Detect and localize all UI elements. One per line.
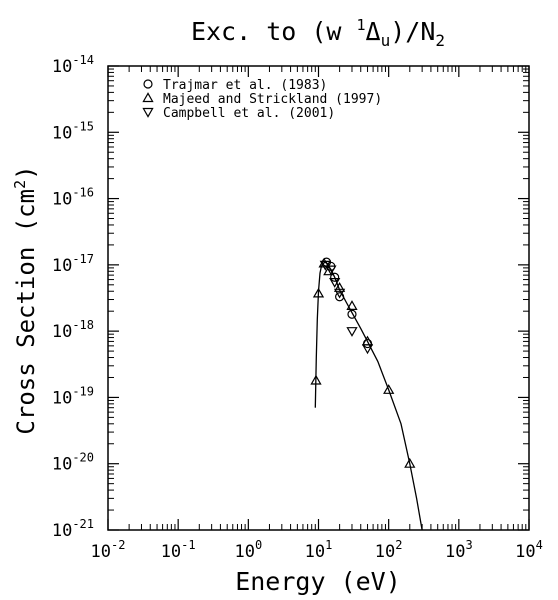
legend-marker-circle	[143, 79, 153, 89]
axis-ticks	[107, 65, 530, 531]
x-tick-label: 100	[234, 538, 262, 562]
legend-label: Majeed and Strickland (1997)	[163, 92, 382, 107]
y-tick-label: 10-18	[52, 318, 94, 342]
data-point-triangle-down	[361, 344, 374, 355]
legend-label: Trajmar et al. (1983)	[163, 78, 327, 93]
x-tick-label: 10-2	[91, 538, 126, 562]
data-points	[310, 257, 416, 468]
legend-label: Campbell et al. (2001)	[163, 106, 335, 121]
x-tick-labels: 10-2 10-1 100 101 102 103 104	[91, 538, 543, 562]
y-tick-label: 10-15	[52, 119, 94, 143]
fit-curve	[314, 261, 423, 531]
data-point-triangle-up	[312, 287, 325, 298]
y-tick-label: 10-21	[52, 517, 94, 541]
data-point-triangle-down	[329, 278, 341, 288]
data-point-triangle-down	[325, 265, 337, 276]
x-tick-label: 104	[515, 538, 543, 562]
data-point-triangle-up	[310, 374, 322, 385]
chart-title: Exc. to (w 1Δu)/N2	[191, 16, 445, 50]
data-point-triangle-up	[404, 457, 416, 468]
y-tick-label: 10-20	[52, 451, 94, 475]
data-point-circle	[335, 292, 345, 302]
x-axis-label: Energy (eV)	[235, 567, 401, 596]
y-tick-label: 10-14	[52, 53, 94, 77]
legend: Trajmar et al. (1983)Majeed and Strickla…	[142, 78, 382, 121]
x-tick-label: 10-1	[161, 538, 196, 562]
data-point-circle	[330, 272, 340, 282]
y-tick-label: 10-17	[52, 252, 94, 276]
x-tick-label: 103	[445, 538, 473, 562]
y-axis-label: Cross Section (cm2)	[11, 165, 40, 434]
data-point-triangle-up	[383, 384, 395, 394]
x-tick-label: 102	[375, 538, 403, 562]
legend-marker-triangle-up	[142, 92, 154, 103]
legend-marker-triangle-down	[142, 107, 154, 118]
data-point-triangle-down	[346, 327, 358, 337]
data-point-triangle-down	[319, 260, 331, 271]
y-tick-labels: 10-14 10-15 10-16 10-17 10-18 10-19 10-20 10-21	[52, 53, 94, 541]
y-tick-label: 10-16	[52, 186, 94, 210]
data-point-triangle-up	[333, 281, 346, 292]
data-point-triangle-up	[346, 300, 358, 310]
y-tick-label: 10-19	[52, 384, 94, 408]
data-point-triangle-down	[333, 288, 346, 299]
data-point-circle	[347, 309, 357, 319]
x-tick-label: 101	[305, 538, 333, 562]
data-point-triangle-up	[323, 265, 335, 276]
